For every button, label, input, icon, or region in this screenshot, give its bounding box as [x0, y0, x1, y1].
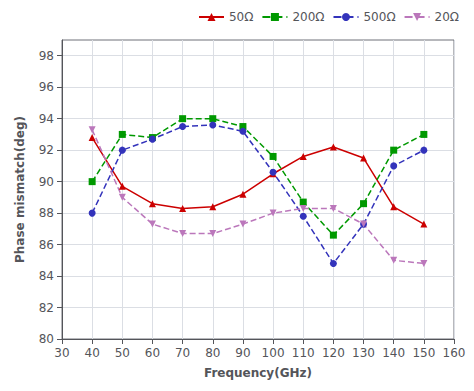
svg-text:90: 90 — [39, 175, 54, 189]
svg-text:110: 110 — [292, 346, 315, 360]
svg-text:96: 96 — [39, 80, 54, 94]
svg-text:150: 150 — [412, 346, 435, 360]
svg-text:140: 140 — [382, 346, 405, 360]
svg-text:80: 80 — [205, 346, 220, 360]
svg-text:30: 30 — [54, 346, 69, 360]
svg-text:82: 82 — [39, 301, 54, 315]
svg-text:200Ω: 200Ω — [292, 10, 324, 24]
svg-text:160: 160 — [443, 346, 466, 360]
svg-text:90: 90 — [235, 346, 250, 360]
svg-text:84: 84 — [39, 269, 54, 283]
svg-text:120: 120 — [322, 346, 345, 360]
svg-text:130: 130 — [352, 346, 375, 360]
svg-text:98: 98 — [39, 49, 54, 63]
svg-text:20Ω: 20Ω — [435, 10, 459, 24]
svg-text:60: 60 — [145, 346, 160, 360]
svg-text:40: 40 — [85, 346, 100, 360]
svg-text:Phase mismatch(deg): Phase mismatch(deg) — [13, 116, 27, 263]
svg-text:500Ω: 500Ω — [363, 10, 395, 24]
svg-text:Frequency(GHz): Frequency(GHz) — [204, 366, 312, 380]
svg-text:50: 50 — [115, 346, 130, 360]
svg-text:70: 70 — [175, 346, 190, 360]
svg-text:88: 88 — [39, 206, 54, 220]
svg-text:100: 100 — [262, 346, 285, 360]
svg-text:80: 80 — [39, 332, 54, 346]
svg-text:86: 86 — [39, 238, 54, 252]
svg-text:50Ω: 50Ω — [229, 10, 253, 24]
svg-text:94: 94 — [39, 112, 54, 126]
svg-text:92: 92 — [39, 143, 54, 157]
